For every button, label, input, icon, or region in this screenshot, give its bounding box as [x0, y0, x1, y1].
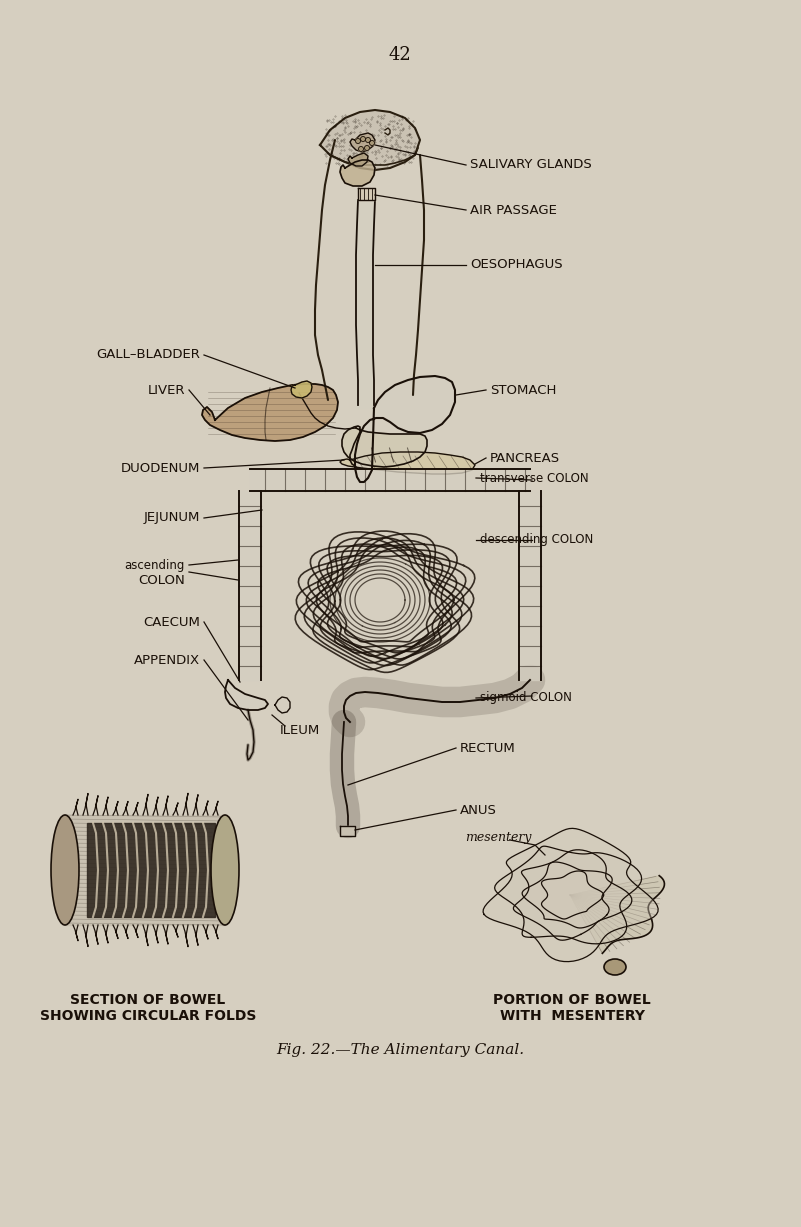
- Polygon shape: [483, 828, 658, 962]
- Polygon shape: [570, 876, 665, 953]
- Text: transverse COLON: transverse COLON: [480, 471, 589, 485]
- Polygon shape: [358, 188, 375, 200]
- Circle shape: [356, 139, 360, 144]
- Text: RECTUM: RECTUM: [460, 741, 516, 755]
- Ellipse shape: [51, 815, 79, 925]
- Polygon shape: [340, 160, 375, 187]
- Text: sigmoid COLON: sigmoid COLON: [480, 692, 572, 704]
- Polygon shape: [541, 871, 604, 919]
- Circle shape: [360, 136, 365, 141]
- Text: ascending: ascending: [125, 558, 185, 572]
- Circle shape: [359, 146, 364, 151]
- Text: ILEUM: ILEUM: [280, 724, 320, 736]
- Text: COLON: COLON: [139, 573, 185, 587]
- Polygon shape: [348, 153, 368, 166]
- Text: JEJUNUM: JEJUNUM: [143, 512, 200, 524]
- Text: PORTION OF BOWEL: PORTION OF BOWEL: [493, 993, 651, 1007]
- Polygon shape: [65, 815, 225, 925]
- Polygon shape: [355, 375, 455, 482]
- Text: SECTION OF BOWEL: SECTION OF BOWEL: [70, 993, 226, 1007]
- Polygon shape: [291, 382, 312, 398]
- Circle shape: [364, 146, 369, 151]
- Text: ANUS: ANUS: [460, 804, 497, 816]
- Polygon shape: [356, 200, 374, 409]
- Text: LIVER: LIVER: [147, 384, 185, 396]
- Polygon shape: [342, 428, 427, 467]
- Polygon shape: [519, 491, 541, 680]
- Polygon shape: [350, 133, 375, 152]
- Polygon shape: [340, 826, 355, 836]
- Polygon shape: [495, 847, 642, 944]
- Polygon shape: [202, 384, 338, 440]
- Polygon shape: [87, 823, 215, 917]
- Text: SHOWING CIRCULAR FOLDS: SHOWING CIRCULAR FOLDS: [40, 1009, 256, 1023]
- Circle shape: [369, 141, 375, 146]
- Ellipse shape: [211, 815, 239, 925]
- Ellipse shape: [604, 960, 626, 975]
- Polygon shape: [513, 850, 632, 940]
- Text: AIR PASSAGE: AIR PASSAGE: [470, 204, 557, 216]
- Text: CAECUM: CAECUM: [143, 616, 200, 628]
- Text: Fig. 22.—The Alimentary Canal.: Fig. 22.—The Alimentary Canal.: [276, 1043, 524, 1056]
- Polygon shape: [320, 110, 420, 171]
- Polygon shape: [239, 491, 261, 680]
- Polygon shape: [522, 863, 612, 928]
- Text: OESOPHAGUS: OESOPHAGUS: [470, 259, 562, 271]
- Text: descending COLON: descending COLON: [480, 534, 594, 546]
- Polygon shape: [340, 452, 475, 474]
- Text: APPENDIX: APPENDIX: [134, 654, 200, 666]
- Circle shape: [365, 137, 371, 142]
- Text: STOMACH: STOMACH: [490, 384, 557, 396]
- Text: PANCREAS: PANCREAS: [490, 452, 560, 465]
- Text: 42: 42: [388, 45, 412, 64]
- Polygon shape: [225, 680, 268, 710]
- Text: SALIVARY GLANDS: SALIVARY GLANDS: [470, 158, 592, 172]
- Text: DUODENUM: DUODENUM: [121, 461, 200, 475]
- Polygon shape: [250, 469, 530, 491]
- Text: GALL–BLADDER: GALL–BLADDER: [96, 348, 200, 362]
- Text: mesentery: mesentery: [465, 832, 532, 844]
- Text: WITH  MESENTERY: WITH MESENTERY: [500, 1009, 645, 1023]
